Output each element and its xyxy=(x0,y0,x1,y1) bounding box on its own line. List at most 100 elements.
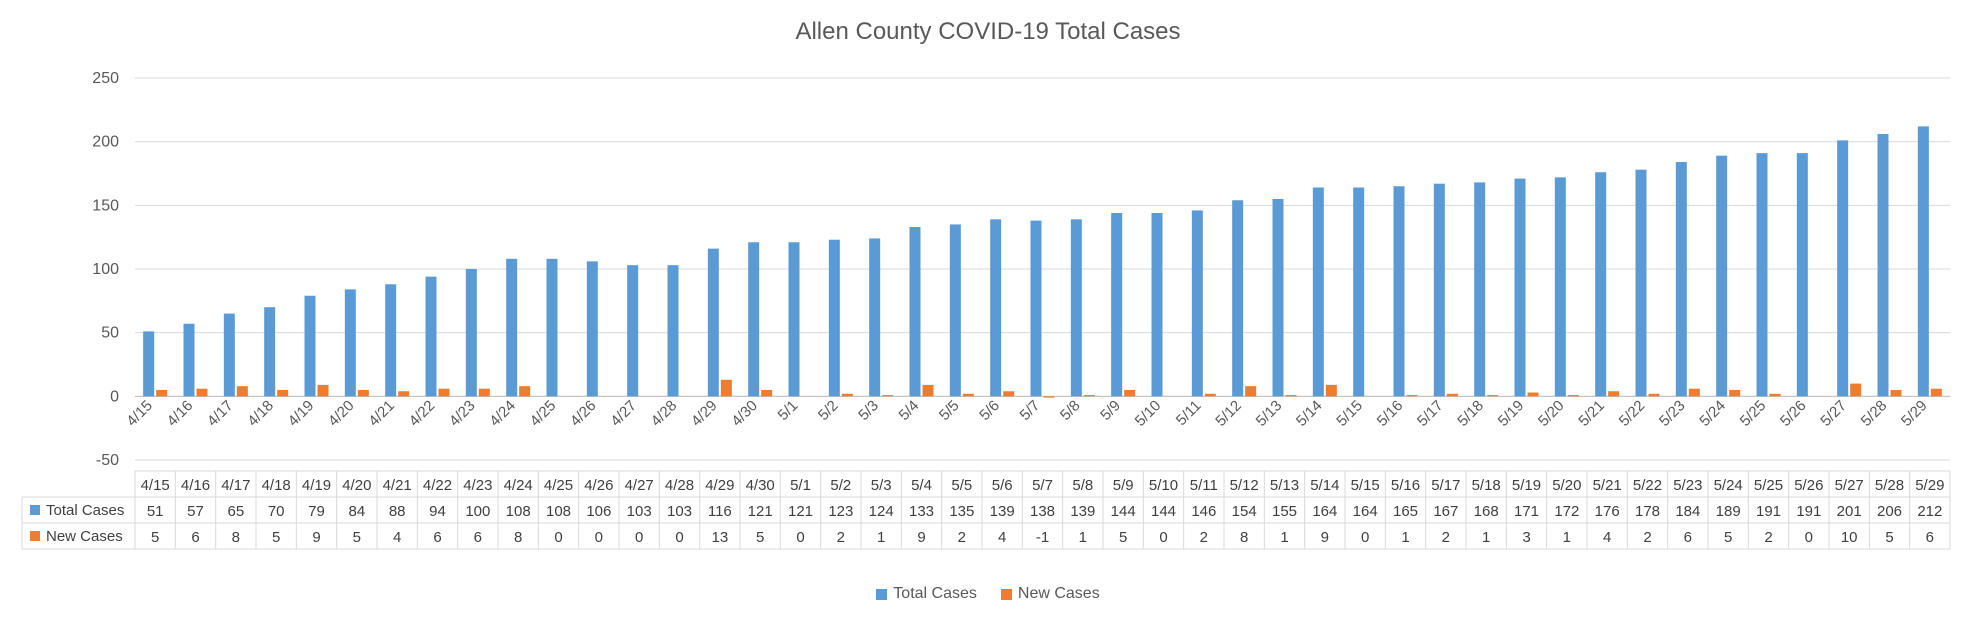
table-header-cell: 5/12 xyxy=(1230,477,1259,494)
bar-total-cases xyxy=(1796,153,1808,397)
bar-new-cases xyxy=(1245,386,1257,397)
table-header-cell: 5/6 xyxy=(992,477,1013,494)
bar-total-cases xyxy=(949,224,961,397)
bar-total-cases xyxy=(304,295,316,397)
table-cell: 2 xyxy=(837,529,845,546)
x-tick-label: 5/17 xyxy=(1414,397,1447,430)
bar-total-cases xyxy=(627,265,639,397)
x-tick-label: 5/7 xyxy=(1017,397,1044,424)
table-header-cell: 5/13 xyxy=(1270,477,1299,494)
table-header-cell: 5/19 xyxy=(1512,477,1541,494)
table-cell: 201 xyxy=(1837,503,1862,520)
x-tick-label: 5/9 xyxy=(1097,397,1124,424)
x-tick-label: 5/24 xyxy=(1696,397,1729,430)
table-cell: -1 xyxy=(1036,529,1049,546)
bar-total-cases xyxy=(1635,169,1647,397)
table-header-cell: 5/21 xyxy=(1593,477,1622,494)
bar-total-cases xyxy=(1756,153,1768,397)
bar-new-cases xyxy=(720,379,732,397)
table-row-label: New Cases xyxy=(46,528,123,545)
table-row-swatch xyxy=(30,531,40,541)
table-cell: 121 xyxy=(788,503,813,520)
table-cell: 167 xyxy=(1433,503,1458,520)
table-cell: 154 xyxy=(1232,503,1257,520)
bar-total-cases xyxy=(707,248,719,397)
bar-new-cases xyxy=(1527,392,1539,397)
table-cell: 4 xyxy=(1603,529,1611,546)
bar-new-cases xyxy=(1890,389,1902,397)
table-header-cell: 5/14 xyxy=(1310,477,1339,494)
table-cell: 139 xyxy=(990,503,1015,520)
table-row-swatch xyxy=(30,505,40,515)
table-header-cell: 5/20 xyxy=(1552,477,1581,494)
x-tick-label: 4/27 xyxy=(607,397,640,430)
bar-total-cases xyxy=(1877,134,1889,397)
x-tick-label: 4/19 xyxy=(285,397,318,430)
x-tick-label: 5/18 xyxy=(1454,397,1487,430)
x-tick-label: 5/11 xyxy=(1173,397,1205,429)
x-tick-label: 5/2 xyxy=(815,397,842,424)
x-tick-label: 5/19 xyxy=(1495,397,1528,430)
table-cell: 65 xyxy=(227,503,244,520)
table-cell: 1 xyxy=(1563,529,1571,546)
bar-total-cases xyxy=(264,307,276,397)
table-cell: 2 xyxy=(1643,529,1651,546)
table-header-cell: 4/28 xyxy=(665,477,694,494)
bar-new-cases xyxy=(398,391,410,397)
table-header-cell: 5/24 xyxy=(1714,477,1743,494)
table-cell: 206 xyxy=(1877,503,1902,520)
table-cell: 8 xyxy=(1240,529,1248,546)
table-cell: 84 xyxy=(348,503,365,520)
x-tick-label: 4/16 xyxy=(164,397,197,430)
bar-new-cases xyxy=(1003,391,1015,397)
bar-total-cases xyxy=(1232,200,1244,397)
table-cell: 164 xyxy=(1312,503,1337,520)
table-cell: 8 xyxy=(232,529,240,546)
x-tick-label: 5/1 xyxy=(775,397,802,424)
y-tick-label: -50 xyxy=(96,452,119,469)
x-tick-label: 5/3 xyxy=(855,397,882,424)
x-tick-label: 4/24 xyxy=(486,397,519,430)
bar-total-cases xyxy=(506,258,518,397)
bar-total-cases xyxy=(586,261,598,397)
table-cell: 4 xyxy=(998,529,1006,546)
table-cell: 6 xyxy=(474,529,482,546)
bar-total-cases xyxy=(385,284,397,397)
x-tick-label: 5/28 xyxy=(1858,397,1891,430)
table-cell: 172 xyxy=(1554,503,1579,520)
table-header-cell: 5/11 xyxy=(1190,477,1218,494)
table-cell: 0 xyxy=(1159,529,1167,546)
x-tick-label: 5/25 xyxy=(1737,397,1770,430)
table-cell: 2 xyxy=(1442,529,1450,546)
table-header-cell: 4/16 xyxy=(181,477,210,494)
table-cell: 138 xyxy=(1030,503,1055,520)
bar-total-cases xyxy=(425,276,437,397)
table-cell: 165 xyxy=(1393,503,1418,520)
legend-entry-new-cases: New Cases xyxy=(1000,585,1100,603)
bar-new-cases xyxy=(1285,395,1297,397)
x-tick-label: 4/26 xyxy=(567,397,600,430)
bar-new-cases xyxy=(1688,388,1700,397)
x-tick-label: 4/29 xyxy=(688,397,721,430)
bar-total-cases xyxy=(1675,162,1687,397)
bar-new-cases xyxy=(1043,396,1055,398)
table-cell: 144 xyxy=(1111,503,1136,520)
table-header-cell: 4/17 xyxy=(221,477,250,494)
bar-new-cases xyxy=(438,388,450,397)
bar-new-cases xyxy=(317,384,329,397)
table-header-cell: 5/3 xyxy=(871,477,892,494)
bar-new-cases xyxy=(1124,389,1136,397)
table-cell: 6 xyxy=(433,529,441,546)
table-cell: 171 xyxy=(1514,503,1539,520)
x-tick-label: 4/25 xyxy=(527,397,560,430)
bar-new-cases xyxy=(962,393,974,397)
table-header-cell: 5/8 xyxy=(1072,477,1093,494)
table-cell: 108 xyxy=(506,503,531,520)
bar-total-cases xyxy=(667,265,679,397)
table-cell: 1 xyxy=(1079,529,1087,546)
table-cell: 146 xyxy=(1191,503,1216,520)
table-cell: 5 xyxy=(1119,529,1127,546)
table-cell: 178 xyxy=(1635,503,1660,520)
table-cell: 0 xyxy=(796,529,804,546)
